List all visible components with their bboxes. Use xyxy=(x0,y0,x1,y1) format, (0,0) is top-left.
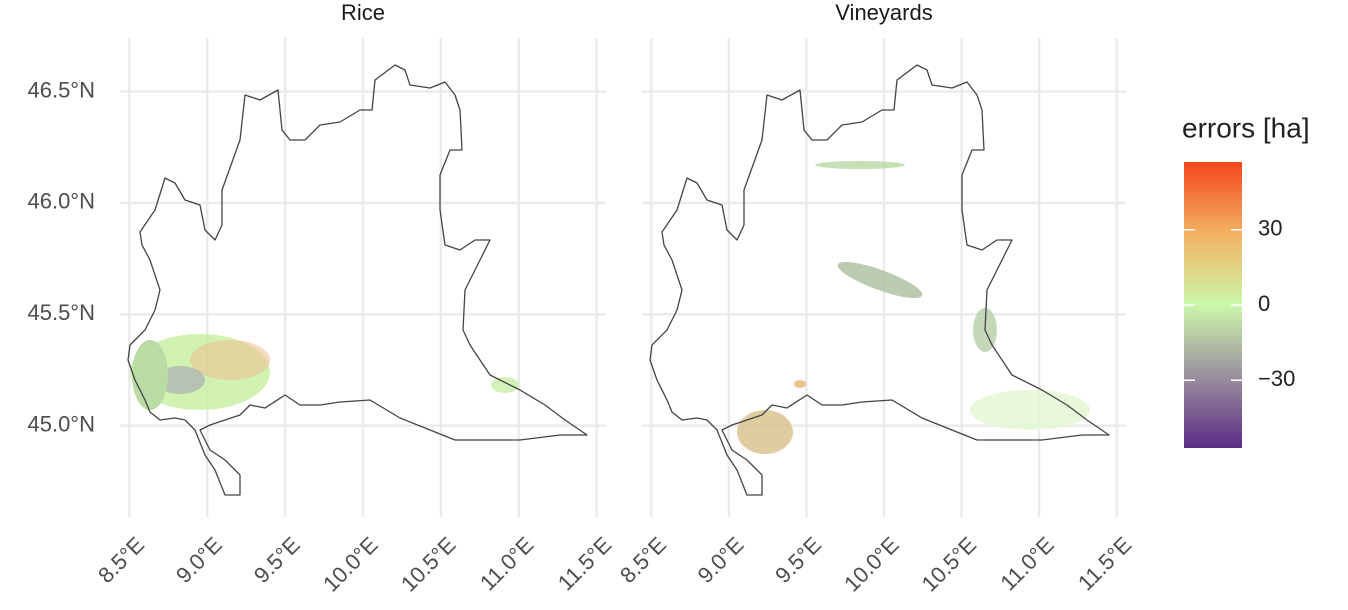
error-cluster xyxy=(190,340,270,380)
grid xyxy=(120,38,1126,517)
legend-tick-label: 30 xyxy=(1258,216,1282,241)
legend-tick-label: −30 xyxy=(1258,366,1295,391)
error-cluster xyxy=(794,380,806,388)
x-tick-label: 10.0°E xyxy=(318,532,383,597)
error-cluster xyxy=(737,410,793,454)
x-tick-label: 11.0°E xyxy=(475,532,538,595)
error-cluster xyxy=(837,261,923,299)
y-tick-label: 46.5°N xyxy=(27,77,95,102)
y-tick-label: 45.0°N xyxy=(27,411,95,436)
error-cluster xyxy=(815,161,905,169)
y-tick-label: 46.0°N xyxy=(27,189,95,214)
x-tick-label: 10.5°E xyxy=(396,532,461,597)
legend-title: errors [ha] xyxy=(1182,112,1310,143)
x-tick-label: 11.5°E xyxy=(1073,532,1136,595)
y-tick-label: 45.5°N xyxy=(27,300,95,325)
error-raster xyxy=(130,161,1090,454)
error-cluster xyxy=(132,340,168,410)
legend-tick-label: 0 xyxy=(1258,291,1270,316)
x-tick-label: 9.0°E xyxy=(171,532,227,588)
facet-title: Vineyards xyxy=(835,0,932,25)
x-tick-label: 11.5°E xyxy=(553,532,616,595)
x-tick-label: 8.5°E xyxy=(615,532,671,588)
x-tick-label: 9.5°E xyxy=(770,532,826,588)
error-cluster xyxy=(491,377,519,393)
x-tick-label: 8.5°E xyxy=(93,532,149,588)
x-tick-label: 10.0°E xyxy=(839,532,904,597)
x-tick-label: 9.0°E xyxy=(693,532,749,588)
x-tick-label: 10.5°E xyxy=(917,532,982,597)
error-cluster xyxy=(970,390,1090,430)
facet-title: Rice xyxy=(341,0,385,25)
x-tick-label: 11.0°E xyxy=(995,532,1058,595)
x-tick-label: 9.5°E xyxy=(249,532,305,588)
